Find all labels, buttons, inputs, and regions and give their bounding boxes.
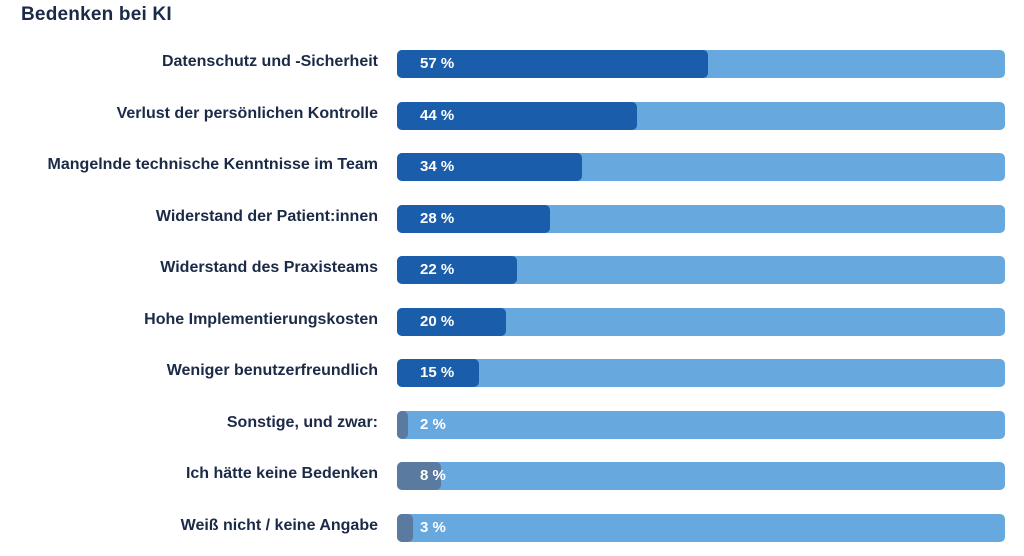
value-label: 22 % [420,261,455,278]
bar-row: Ich hätte keine Bedenken 8 % [0,462,1024,490]
bar [397,50,708,78]
category-label: Hohe Implementierungskosten [144,310,378,328]
value-label: 20 % [420,312,455,330]
value-label: 34 % [420,158,455,175]
category-label: Widerstand der Patient:innen [155,207,378,225]
bar [397,359,479,387]
category-label: Weniger benutzerfreundlich [166,362,378,379]
category-label: Datenschutz und -Sicherheit [161,53,378,70]
value-label: 28 % [420,209,455,227]
chart-title: Bedenken bei KI [21,4,172,25]
bar [397,204,550,233]
value-label: 44 % [420,106,455,124]
value-label: 57 % [420,55,455,72]
bar-track: 44 % [397,101,1005,130]
bar-row: Weniger benutzerfreundlich 15 % [0,359,1024,387]
bar-row: Hohe Implementierungskosten 20 % [0,307,1024,336]
bar-track: 20 % [397,307,1005,336]
category-label: Weiß nicht / keine Angabe [180,516,378,534]
bar-row: Widerstand des Praxisteams 22 % [0,256,1024,284]
bar-track: 8 % [397,462,1005,490]
bar-track: 57 % [397,50,1005,78]
bar-track: 15 % [397,359,1005,387]
bar-track: 34 % [397,153,1005,181]
bar-track: 28 % [397,204,1005,233]
bar-track: 22 % [397,256,1005,284]
value-label: 3 % [420,518,446,536]
bar [397,513,414,542]
bar [397,153,583,181]
category-label: Sonstige, und zwar: [226,413,378,431]
bar [397,256,517,284]
bar-row: Widerstand der Patient:innen 28 % [0,204,1024,233]
value-label: 8 % [420,467,446,484]
bar-track: 3 % [397,513,1005,542]
value-label: 2 % [420,415,446,433]
bar-row: Mangelnde technische Kenntnisse im Team 3… [0,153,1024,181]
bar-row: Sonstige, und zwar: 2 % [0,410,1024,439]
value-label: 15 % [420,364,455,381]
bar-track: 2 % [397,410,1005,439]
bar [397,462,441,490]
category-label: Mangelnde technische Kenntnisse im Team [47,156,378,173]
category-label: Verlust der persönlichen Kontrolle [116,104,378,122]
bar-row: Datenschutz und -Sicherheit 57 % [0,50,1024,78]
bar [397,101,637,130]
category-label: Ich hätte keine Bedenken [185,465,378,482]
category-label: Widerstand des Praxisteams [160,259,378,276]
bar [397,410,408,439]
bar-row: Weiß nicht / keine Angabe 3 % [0,513,1024,542]
bar [397,307,506,336]
bar-row: Verlust der persönlichen Kontrolle 44 % [0,101,1024,130]
